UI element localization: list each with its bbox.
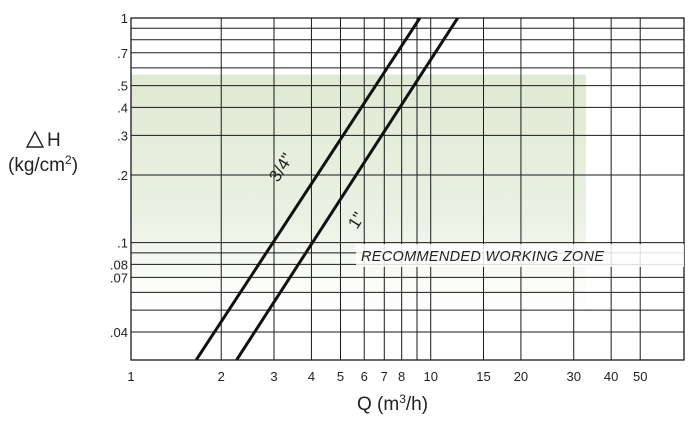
y-tick-label: .4 bbox=[117, 100, 128, 115]
y-tick-label: .7 bbox=[117, 46, 128, 61]
x-tick-labels: 1 2 3 4 5 6 7 8 10 15 20 30 40 50 bbox=[127, 369, 647, 384]
svg-text:H: H bbox=[47, 130, 61, 151]
x-tick-label: 10 bbox=[423, 369, 437, 384]
x-tick-label: 40 bbox=[604, 369, 618, 384]
y-tick-label: .5 bbox=[117, 79, 128, 94]
y-label-sup: 2 bbox=[65, 153, 72, 167]
x-tick-label: 50 bbox=[633, 369, 647, 384]
zone-label: RECOMMENDED WORKING ZONE bbox=[361, 249, 604, 265]
series-line-3-4 bbox=[194, 18, 422, 360]
y-axis-label: H (kg/cm2) bbox=[8, 130, 78, 176]
zone-label-bg bbox=[356, 244, 684, 267]
x-tick-label: 2 bbox=[218, 369, 225, 384]
delta-icon bbox=[25, 130, 45, 148]
x-tick-label: 8 bbox=[398, 369, 405, 384]
x-tick-label: 1 bbox=[127, 369, 134, 384]
x-tick-label: 4 bbox=[308, 369, 315, 384]
y-tick-label: .2 bbox=[117, 168, 128, 183]
y-tick-label: .1 bbox=[117, 236, 128, 251]
y-tick-label: 1 bbox=[121, 11, 128, 26]
y-label-suffix: ) bbox=[72, 155, 78, 176]
x-tick-label: 6 bbox=[361, 369, 368, 384]
x-tick-label: 20 bbox=[514, 369, 528, 384]
svg-text:(kg/cm2): (kg/cm2) bbox=[8, 153, 78, 176]
plot-frame bbox=[130, 17, 685, 361]
y-tick-label: .08 bbox=[110, 257, 128, 272]
y-tick-labels: 1 .7 .5 .4 .3 .2 .1 .08.07 .04 bbox=[110, 11, 128, 340]
y-tick-label: .04 bbox=[110, 325, 128, 340]
y-tick-label: .3 bbox=[117, 128, 128, 143]
x-tick-label: 5 bbox=[337, 369, 344, 384]
x-tick-label: 3 bbox=[270, 369, 277, 384]
x-tick-label: 7 bbox=[381, 369, 388, 384]
x-axis-label: Q (m3/h) bbox=[357, 392, 428, 415]
y-tick-label: .07 bbox=[110, 270, 128, 285]
x-tick-label: 15 bbox=[476, 369, 490, 384]
series-lines bbox=[194, 18, 459, 360]
series-line-1 bbox=[235, 18, 459, 360]
x-tick-label: 30 bbox=[566, 369, 580, 384]
y-label-prefix: (kg/cm bbox=[8, 155, 65, 176]
recommended-working-zone bbox=[131, 74, 587, 345]
